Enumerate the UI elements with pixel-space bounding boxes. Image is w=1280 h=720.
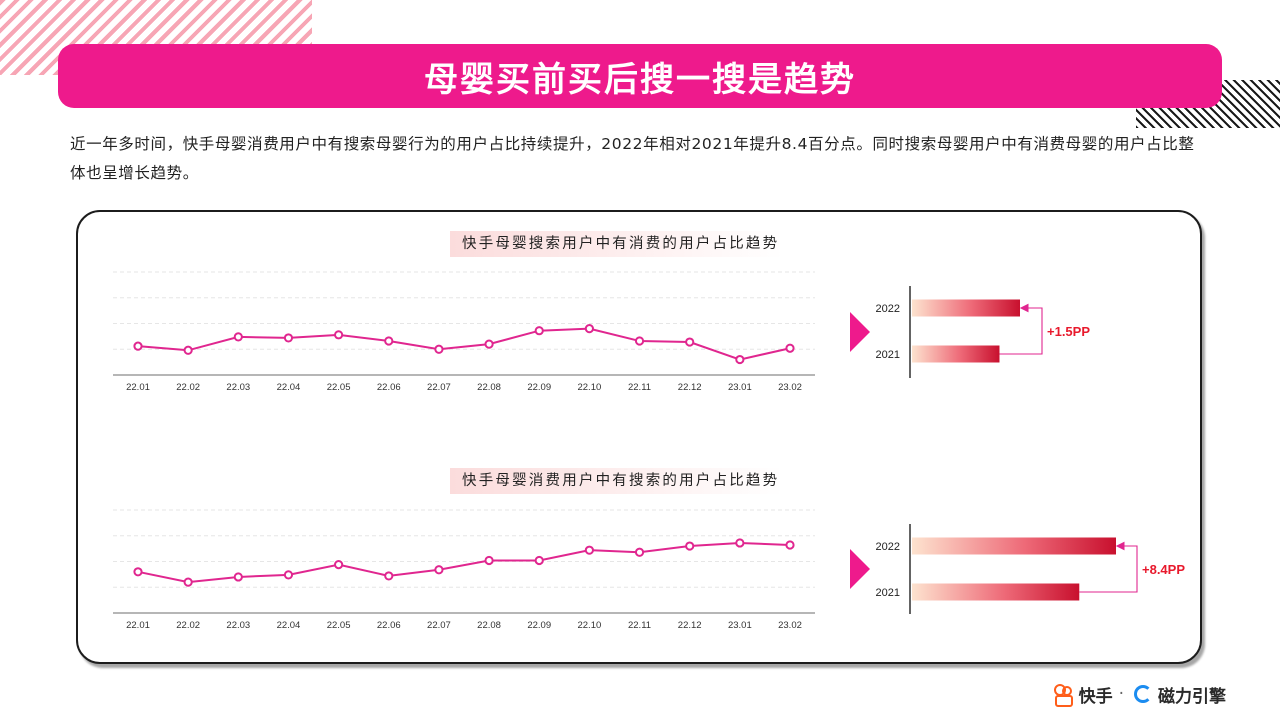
chart-2-point <box>233 572 243 582</box>
chart-2-point <box>384 571 394 581</box>
chart-2-point <box>634 547 645 557</box>
chart-3-bar <box>912 583 1080 601</box>
chart-2-x-tick-label: 22.09 <box>527 620 551 631</box>
chart-3-annotation-label: +8.4PP <box>1142 562 1185 577</box>
chart-0-point <box>735 354 745 365</box>
chart-3-pointer-triangle <box>850 549 870 589</box>
footer-brand-kuaishou: 快手 <box>1078 686 1113 707</box>
chart-0-point <box>133 341 143 351</box>
chart-0-point <box>283 333 294 343</box>
chart-3-bracket-connector <box>1079 541 1138 593</box>
chart-0-point <box>384 336 394 346</box>
chart-1-title: 快手母婴搜索用户中有消费的用户占比趋势 <box>450 231 784 257</box>
chart-2-x-tick-label: 22.10 <box>577 620 601 631</box>
chart-0-point <box>233 332 243 342</box>
chart-2-x-tick-label: 22.04 <box>277 620 301 631</box>
chart-1-pointer-triangle <box>850 312 870 352</box>
chart-2-x-tick-label: 22.11 <box>628 620 651 631</box>
chart-2-point <box>133 567 143 577</box>
footer-brand-cili: 磁力引擎 <box>1158 686 1226 707</box>
chart-2-x-tick-label: 23.01 <box>728 620 752 631</box>
chart-0-x-tick-label: 22.10 <box>577 382 601 393</box>
chart-2-x-tick-label: 22.05 <box>327 620 351 631</box>
title-banner: 母婴买前买后搜一搜是趋势 <box>58 44 1222 108</box>
chart-2-x-tick-label: 22.12 <box>678 620 702 631</box>
chart-2-x-tick-label: 22.03 <box>226 620 250 631</box>
footer-logos: 快手 · 磁力引擎 <box>1053 682 1226 707</box>
chart-0-point <box>334 330 344 340</box>
footer-separator: · <box>1118 684 1124 704</box>
chart-3-category-label: 2022 <box>876 541 900 553</box>
chart-0-point <box>634 336 645 346</box>
chart-0-point <box>685 337 695 347</box>
chart-0-point <box>584 324 594 334</box>
chart-2-point <box>484 555 494 566</box>
chart-1-category-label: 2022 <box>876 303 900 315</box>
chart-2-point <box>534 555 544 566</box>
chart-0-series-line <box>137 327 791 361</box>
chart-0-point <box>434 344 444 354</box>
chart-0-x-tick-label: 22.04 <box>277 382 301 393</box>
chart-0-x-tick-label: 22.06 <box>377 382 401 393</box>
chart-0-x-tick-label: 23.01 <box>728 382 752 393</box>
chart-1-annotation-label: +1.5PP <box>1047 324 1090 339</box>
chart-2-x-tick-label: 22.06 <box>377 620 401 631</box>
chart-1-bar <box>912 299 1020 317</box>
chart-2-x-tick-label: 23.02 <box>778 620 802 631</box>
chart-0-x-tick-label: 22.01 <box>126 382 150 393</box>
chart-2-x-tick-label: 22.08 <box>477 620 501 631</box>
chart-2-point <box>785 540 795 550</box>
chart-2-x-tick-label: 22.02 <box>176 620 200 631</box>
kuaishou-logo-icon <box>1053 684 1073 707</box>
chart-2-point <box>434 565 444 575</box>
chart-2-point <box>334 559 344 570</box>
chart-0-point <box>183 345 193 355</box>
chart-2-point <box>685 541 695 551</box>
chart-0-x-tick-label: 22.03 <box>226 382 250 393</box>
chart-0-point <box>785 343 795 353</box>
chart-1-bar <box>912 345 1000 363</box>
chart-3-category-label: 2021 <box>876 587 900 599</box>
chart-0-x-tick-label: 22.11 <box>628 382 651 393</box>
chart-2-x-tick-label: 22.07 <box>427 620 451 631</box>
intro-paragraph: 近一年多时间，快手母婴消费用户中有搜索母婴行为的用户占比持续提升，2022年相对… <box>70 135 1195 182</box>
chart-0-x-tick-label: 23.02 <box>778 382 802 393</box>
page-title: 母婴买前买后搜一搜是趋势 <box>424 59 856 100</box>
chart-1-category-label: 2021 <box>876 349 900 361</box>
chart-0-x-tick-label: 22.12 <box>678 382 702 393</box>
chart-1-bracket-connector <box>999 303 1043 355</box>
chart-2-series-line <box>137 541 791 584</box>
chart-0-x-tick-label: 22.08 <box>477 382 501 393</box>
chart-2-point <box>735 538 745 548</box>
cili-engine-logo-icon <box>1134 685 1152 703</box>
chart-2-point <box>183 577 193 587</box>
chart-0-x-tick-label: 22.07 <box>427 382 451 393</box>
chart-2-point <box>283 570 294 580</box>
chart-0-x-tick-label: 22.02 <box>176 382 200 393</box>
chart-0-point <box>534 326 544 336</box>
chart-2-point <box>584 545 594 555</box>
chart-2-x-tick-label: 22.01 <box>126 620 150 631</box>
chart-0-point <box>484 339 494 349</box>
chart-2-title: 快手母婴消费用户中有搜索的用户占比趋势 <box>450 468 784 494</box>
chart-0-x-tick-label: 22.09 <box>527 382 551 393</box>
chart-0-x-tick-label: 22.05 <box>327 382 351 393</box>
chart-3-bar <box>912 537 1116 555</box>
